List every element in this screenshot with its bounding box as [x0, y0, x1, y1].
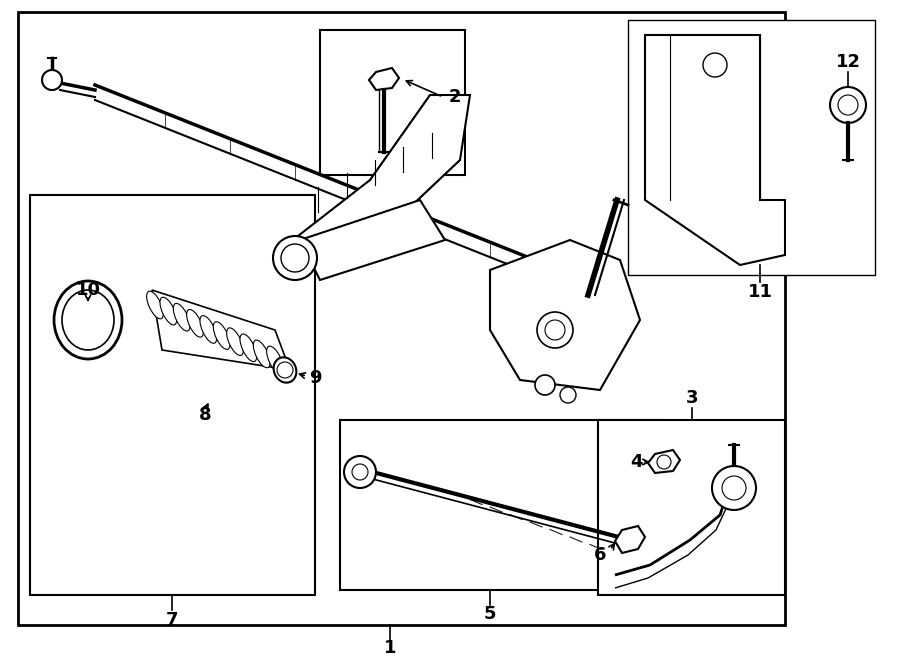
Text: 8: 8 [199, 406, 212, 424]
Circle shape [535, 375, 555, 395]
Polygon shape [645, 35, 785, 265]
Ellipse shape [240, 334, 256, 362]
Ellipse shape [227, 328, 243, 356]
Bar [30, 195, 315, 595]
Text: 10: 10 [76, 281, 101, 299]
Ellipse shape [54, 281, 122, 359]
Bar [18, 12, 785, 625]
Polygon shape [300, 200, 445, 280]
Text: 11: 11 [748, 283, 772, 301]
Text: 2: 2 [449, 88, 461, 106]
Circle shape [560, 387, 576, 403]
Ellipse shape [213, 322, 230, 350]
Ellipse shape [147, 292, 164, 319]
Ellipse shape [62, 290, 114, 350]
Polygon shape [615, 526, 645, 553]
Ellipse shape [186, 309, 203, 337]
Text: 6: 6 [594, 546, 607, 564]
Circle shape [277, 362, 293, 378]
Bar [320, 30, 465, 175]
Circle shape [42, 70, 62, 90]
Circle shape [273, 236, 317, 280]
Text: 1: 1 [383, 639, 396, 657]
Circle shape [722, 476, 746, 500]
Text: 3: 3 [686, 389, 698, 407]
Text: 12: 12 [835, 53, 860, 71]
Circle shape [344, 456, 376, 488]
Circle shape [703, 53, 727, 77]
Circle shape [712, 466, 756, 510]
Circle shape [281, 244, 309, 272]
Ellipse shape [274, 358, 296, 383]
Ellipse shape [200, 315, 217, 343]
Polygon shape [490, 240, 640, 390]
Ellipse shape [266, 346, 284, 374]
Bar [340, 420, 665, 590]
Text: 9: 9 [309, 369, 321, 387]
Ellipse shape [160, 297, 176, 325]
Polygon shape [152, 290, 290, 370]
Circle shape [838, 95, 858, 115]
Text: 5: 5 [484, 605, 496, 623]
Bar [598, 420, 785, 595]
Polygon shape [280, 95, 470, 250]
Circle shape [545, 320, 565, 340]
Circle shape [657, 455, 671, 469]
Bar [628, 20, 875, 275]
Circle shape [830, 87, 866, 123]
Circle shape [537, 312, 573, 348]
Text: 7: 7 [166, 611, 178, 629]
Ellipse shape [174, 303, 190, 331]
Polygon shape [369, 68, 399, 90]
Polygon shape [648, 450, 680, 473]
Text: 4: 4 [630, 453, 643, 471]
Circle shape [352, 464, 368, 480]
Ellipse shape [253, 340, 270, 368]
